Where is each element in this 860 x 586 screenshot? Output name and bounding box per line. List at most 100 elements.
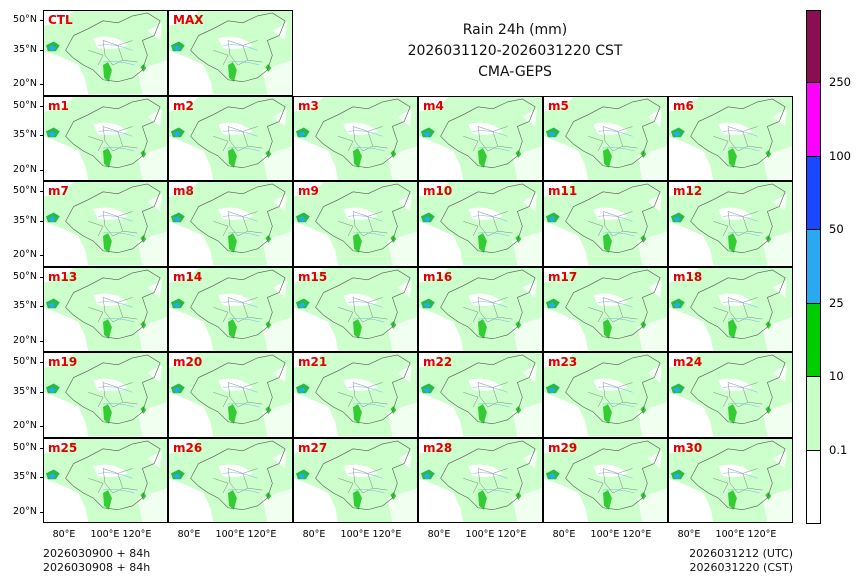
lon-tick: 80°E <box>427 529 451 540</box>
lon-tick: 120°E <box>372 529 402 540</box>
footer-left: 2026030900 + 84h 2026030908 + 84h <box>43 547 150 575</box>
lon-tick: 100°E <box>90 529 120 540</box>
map-panel-m20: m20 <box>168 352 293 438</box>
lon-tick: 100°E <box>590 529 620 540</box>
lat-tick: 20°N <box>3 420 44 431</box>
footer-right: 2026031212 (UTC) 2026031220 (CST) <box>689 547 793 575</box>
colorbar-segment <box>806 10 821 84</box>
lon-tick: 120°E <box>622 529 652 540</box>
panel-label: m21 <box>298 355 328 369</box>
panel-label: m2 <box>173 98 194 113</box>
lat-tick: 50°N <box>3 356 44 367</box>
map-panel-m1: m1 <box>43 95 168 181</box>
panel-label: m1 <box>48 98 69 113</box>
panel-label: m17 <box>548 269 578 284</box>
lat-tick: 20°N <box>3 506 44 517</box>
map-panel-m13: m13 <box>43 266 168 352</box>
lat-tick: 35°N <box>3 471 44 482</box>
map-panel-m17: m17 <box>543 266 668 352</box>
panel-label: m28 <box>423 440 453 455</box>
map-panel-m15: m15 <box>293 266 418 352</box>
panel-label: m26 <box>173 440 203 455</box>
colorbar-segment <box>806 303 821 378</box>
map-panel-m4: m4 <box>418 95 543 181</box>
lat-tick: 35°N <box>3 129 44 140</box>
panel-label: m8 <box>173 184 194 198</box>
map-panel-ctl: CTL <box>43 10 168 96</box>
lon-tick: 120°E <box>747 529 777 540</box>
panel-label: MAX <box>173 13 204 27</box>
panel-label: m27 <box>298 440 328 455</box>
panel-label: m22 <box>423 355 453 369</box>
map-panel-m29: m29 <box>543 437 668 523</box>
map-panel-m22: m22 <box>418 352 543 438</box>
map-panel-m16: m16 <box>418 266 543 352</box>
valid-time-cst: 2026031220 (CST) <box>689 561 793 574</box>
map-panel-m14: m14 <box>168 266 293 352</box>
init-time-utc: 2026030900 + 84h <box>43 547 151 560</box>
colorbar-segment <box>806 83 821 157</box>
panel-label: m12 <box>673 184 703 198</box>
lon-tick: 80°E <box>677 529 701 540</box>
panel-label: m15 <box>298 269 328 284</box>
panel-label: m5 <box>548 98 569 113</box>
panel-label: m29 <box>548 440 578 455</box>
map-panel-m11: m11 <box>543 181 668 267</box>
map-panel-m25: m25 <box>43 437 168 523</box>
lat-tick: 20°N <box>3 249 44 260</box>
panel-label: m18 <box>673 269 703 284</box>
colorbar-segment <box>806 230 821 304</box>
lon-tick: 80°E <box>52 529 76 540</box>
panel-label: m30 <box>673 440 703 455</box>
map-panel-m12: m12 <box>668 181 793 267</box>
map-panel-m26: m26 <box>168 437 293 523</box>
panel-label: m13 <box>48 269 78 284</box>
map-panel-m21: m21 <box>293 352 418 438</box>
lat-tick: 50°N <box>3 100 44 111</box>
map-panel-m8: m8 <box>168 181 293 267</box>
colorbar-segment <box>806 377 821 451</box>
lat-tick: 35°N <box>3 386 44 397</box>
panel-label: m9 <box>298 184 319 198</box>
lat-tick: 20°N <box>3 335 44 346</box>
panel-label: m14 <box>173 269 203 284</box>
lon-tick: 80°E <box>302 529 326 540</box>
title-line-3: CMA-GEPS <box>478 64 552 80</box>
colorbar-label: 10 <box>829 369 844 384</box>
valid-time-utc: 2026031212 (UTC) <box>689 547 793 560</box>
panel-label: m24 <box>673 355 703 369</box>
lon-tick: 100°E <box>215 529 245 540</box>
map-panel-m3: m3 <box>293 95 418 181</box>
lon-tick: 100°E <box>465 529 495 540</box>
lon-tick: 120°E <box>122 529 152 540</box>
panel-label: m25 <box>48 440 78 455</box>
panel-label: m19 <box>48 355 78 369</box>
lon-tick: 120°E <box>247 529 277 540</box>
panel-label: m6 <box>673 98 694 113</box>
lat-tick: 35°N <box>3 215 44 226</box>
map-panel-m5: m5 <box>543 95 668 181</box>
map-panel-m23: m23 <box>543 352 668 438</box>
panel-label: m4 <box>423 98 444 113</box>
lat-tick: 20°N <box>3 78 44 89</box>
panel-label: m7 <box>48 184 69 198</box>
panel-label: m10 <box>423 184 453 198</box>
lat-tick: 50°N <box>3 271 44 282</box>
panel-label: m16 <box>423 269 453 284</box>
lat-tick: 50°N <box>3 185 44 196</box>
colorbar-label: 25 <box>829 295 844 310</box>
colorbar-segment <box>806 450 821 524</box>
map-panel-m27: m27 <box>293 437 418 523</box>
map-panel-m19: m19 <box>43 352 168 438</box>
title-line-2: 2026031120-2026031220 CST <box>407 43 623 59</box>
colorbar-label: 50 <box>829 222 844 237</box>
lat-tick: 50°N <box>3 14 44 25</box>
colorbar-label: 250 <box>829 75 851 90</box>
lon-tick: 80°E <box>552 529 576 540</box>
map-panel-m24: m24 <box>668 352 793 438</box>
map-panel-m9: m9 <box>293 181 418 267</box>
map-panel-m2: m2 <box>168 95 293 181</box>
init-time-cst: 2026030908 + 84h <box>43 561 151 574</box>
panel-label: CTL <box>48 13 73 27</box>
